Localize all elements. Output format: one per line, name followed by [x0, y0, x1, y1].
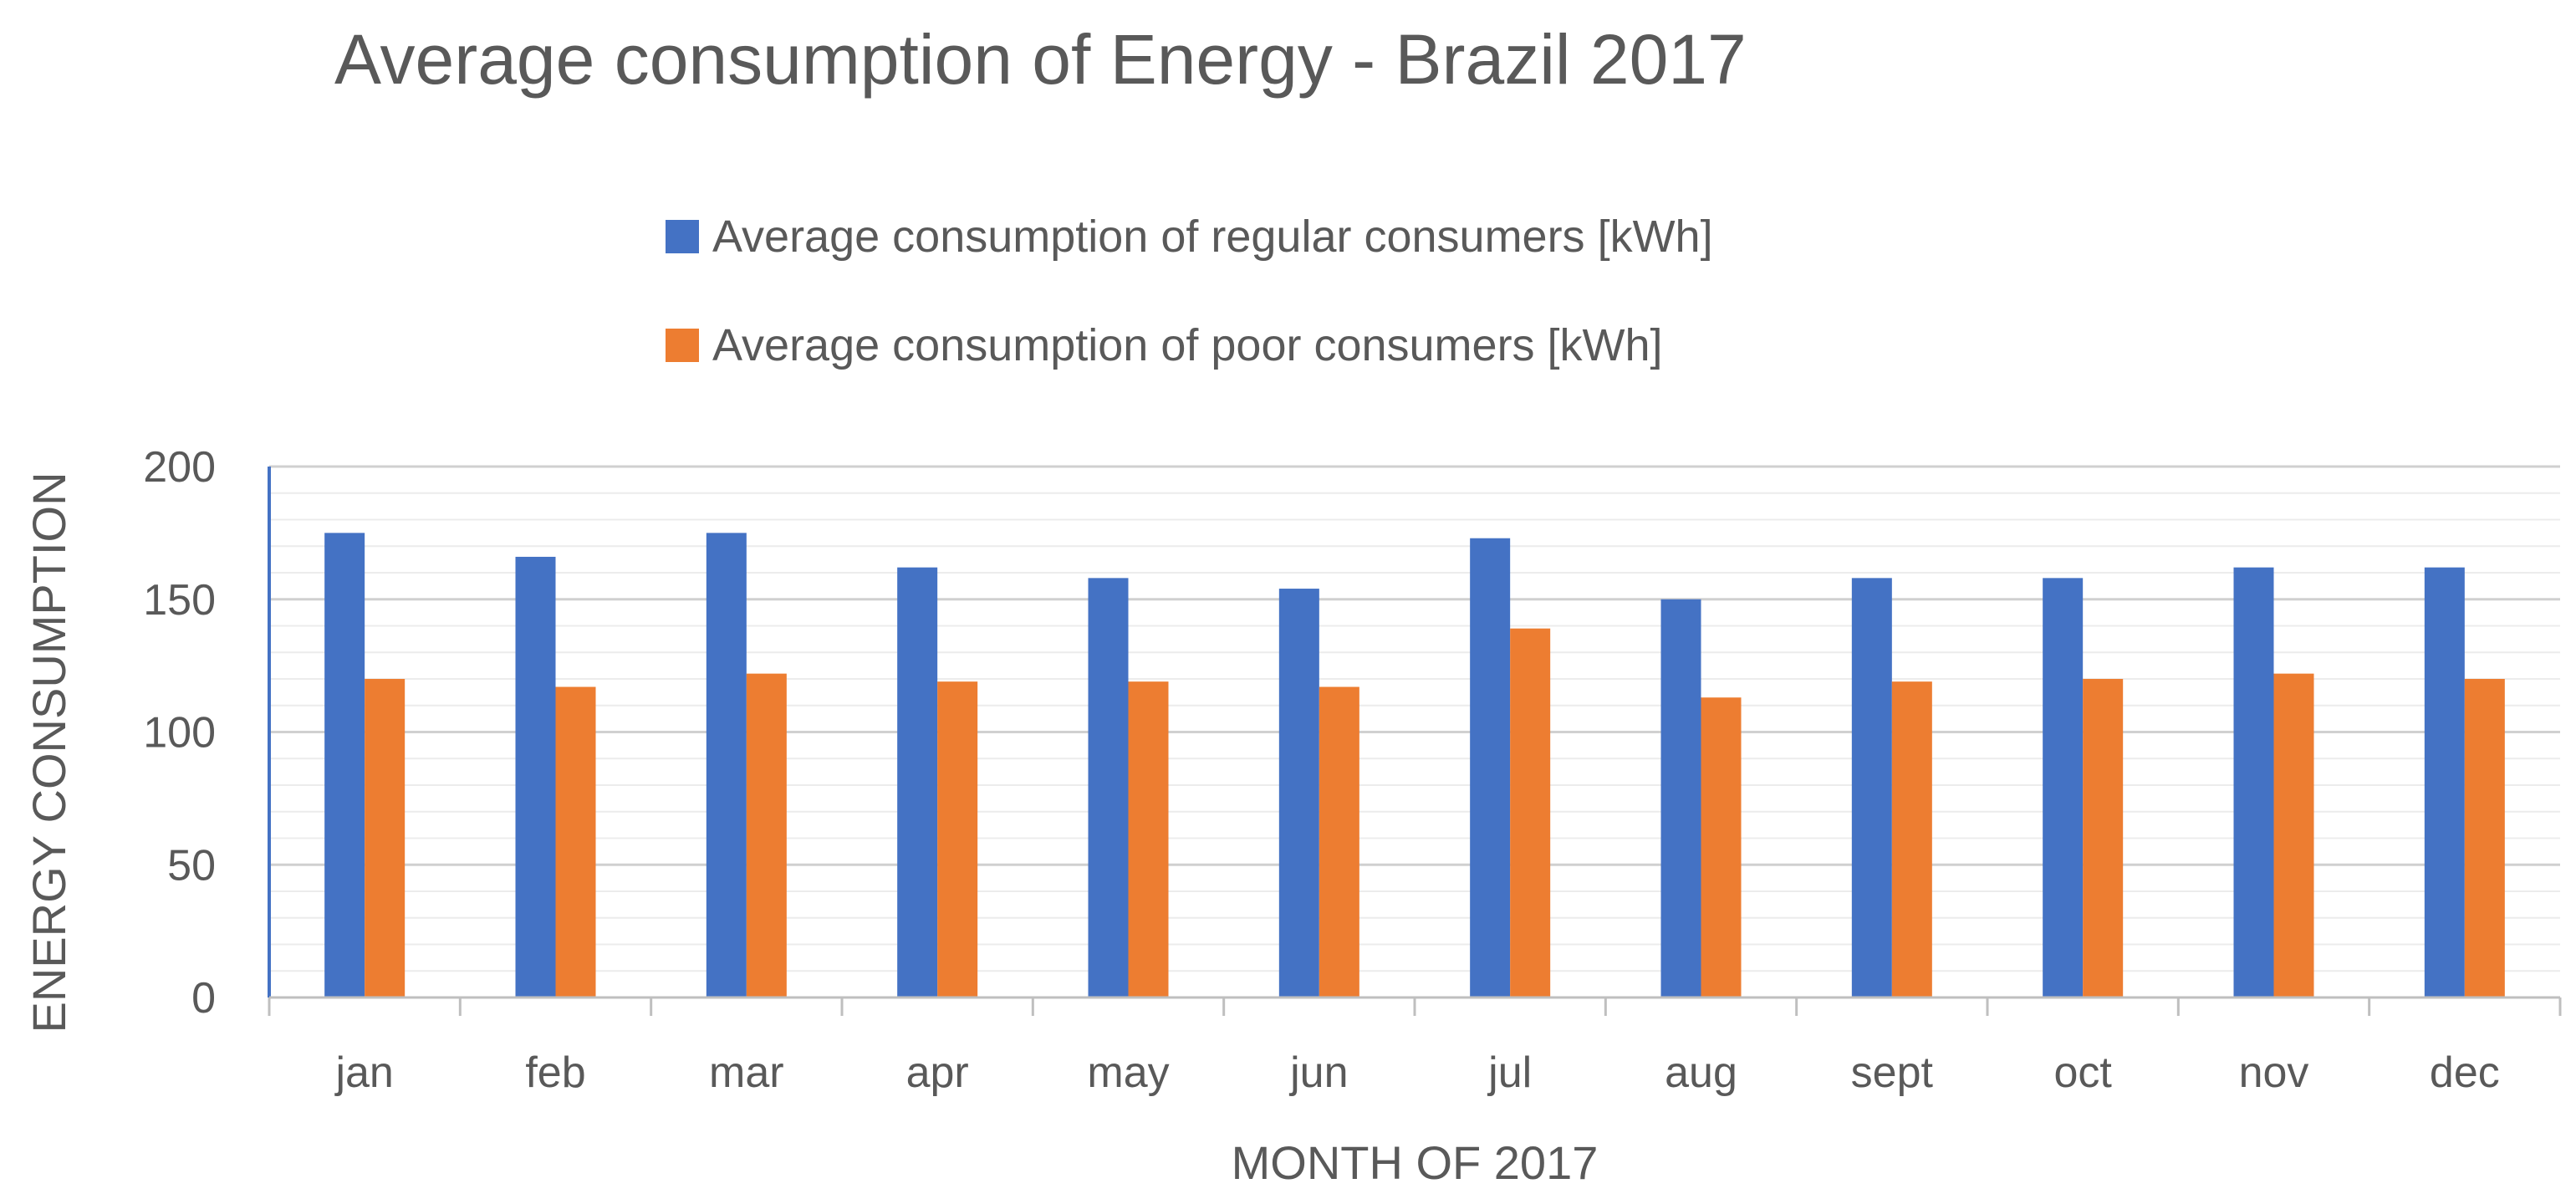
bar-apr-series-1	[897, 567, 938, 997]
x-tick-label-sept: sept	[1851, 1048, 1934, 1097]
bar-apr-series-2	[937, 681, 978, 997]
bar-oct-series-1	[2043, 578, 2084, 997]
bar-dec-series-2	[2464, 679, 2505, 997]
x-tick-label-nov: nov	[2239, 1048, 2309, 1097]
bar-aug-series-1	[1660, 599, 1701, 997]
y-tick-label: 200	[143, 443, 216, 492]
chart-title: Average consumption of Energy - Brazil 2…	[334, 20, 1747, 99]
bar-jul-series-2	[1510, 628, 1551, 997]
x-tick-label-dec: dec	[2430, 1048, 2500, 1097]
bars	[324, 533, 2505, 997]
bar-jun-series-1	[1278, 589, 1319, 997]
x-tick-label-apr: apr	[906, 1048, 969, 1097]
y-tick-label: 50	[167, 841, 216, 890]
x-tick-label-aug: aug	[1665, 1048, 1737, 1097]
x-axis-title: MONTH OF 2017	[1232, 1136, 1599, 1189]
bar-jan-series-1	[324, 533, 365, 997]
bar-sept-series-1	[1851, 578, 1892, 997]
y-tick-label: 100	[143, 709, 216, 758]
legend-swatch-2	[666, 329, 699, 362]
bar-mar-series-2	[746, 673, 787, 997]
legend-label-2: Average consumption of poor consumers [k…	[712, 320, 1663, 370]
x-tick-label-oct: oct	[2053, 1048, 2112, 1097]
legend-swatch-1	[666, 220, 699, 253]
x-tick-label-mar: mar	[709, 1048, 784, 1097]
x-tick-label-jun: jun	[1288, 1048, 1348, 1097]
grid-lines	[269, 465, 2560, 972]
bar-jan-series-2	[365, 679, 406, 997]
bar-may-series-1	[1088, 578, 1129, 997]
bar-feb-series-2	[555, 686, 596, 997]
x-tick-label-jan: jan	[334, 1048, 393, 1097]
bar-sept-series-2	[1891, 681, 1932, 997]
x-tick-label-feb: feb	[525, 1048, 585, 1097]
x-tick-labels: jan feb mar apr may jun jul aug sept oct nov dec	[334, 1048, 2499, 1097]
bar-oct-series-2	[2083, 679, 2124, 997]
y-tick-label: 150	[143, 576, 216, 625]
bar-feb-series-1	[515, 556, 556, 997]
axes	[268, 467, 2562, 1016]
bar-may-series-2	[1128, 681, 1169, 997]
bar-jul-series-1	[1470, 538, 1511, 997]
bar-aug-series-2	[1701, 697, 1742, 997]
x-tick-label-may: may	[1087, 1048, 1169, 1097]
bar-nov-series-1	[2233, 567, 2274, 997]
x-tick-label-jul: jul	[1487, 1048, 1532, 1097]
legend: Average consumption of regular consumers…	[666, 212, 1713, 370]
y-tick-label: 0	[191, 974, 216, 1023]
bar-nov-series-2	[2273, 673, 2314, 997]
legend-label-1: Average consumption of regular consumers…	[712, 212, 1713, 262]
bar-dec-series-1	[2424, 567, 2465, 997]
y-axis-title: ENERGY CONSUMPTION	[23, 472, 75, 1033]
y-tick-labels: 0 50 100 150 200	[143, 443, 216, 1023]
bar-mar-series-1	[706, 533, 747, 997]
bar-jun-series-2	[1319, 686, 1359, 997]
